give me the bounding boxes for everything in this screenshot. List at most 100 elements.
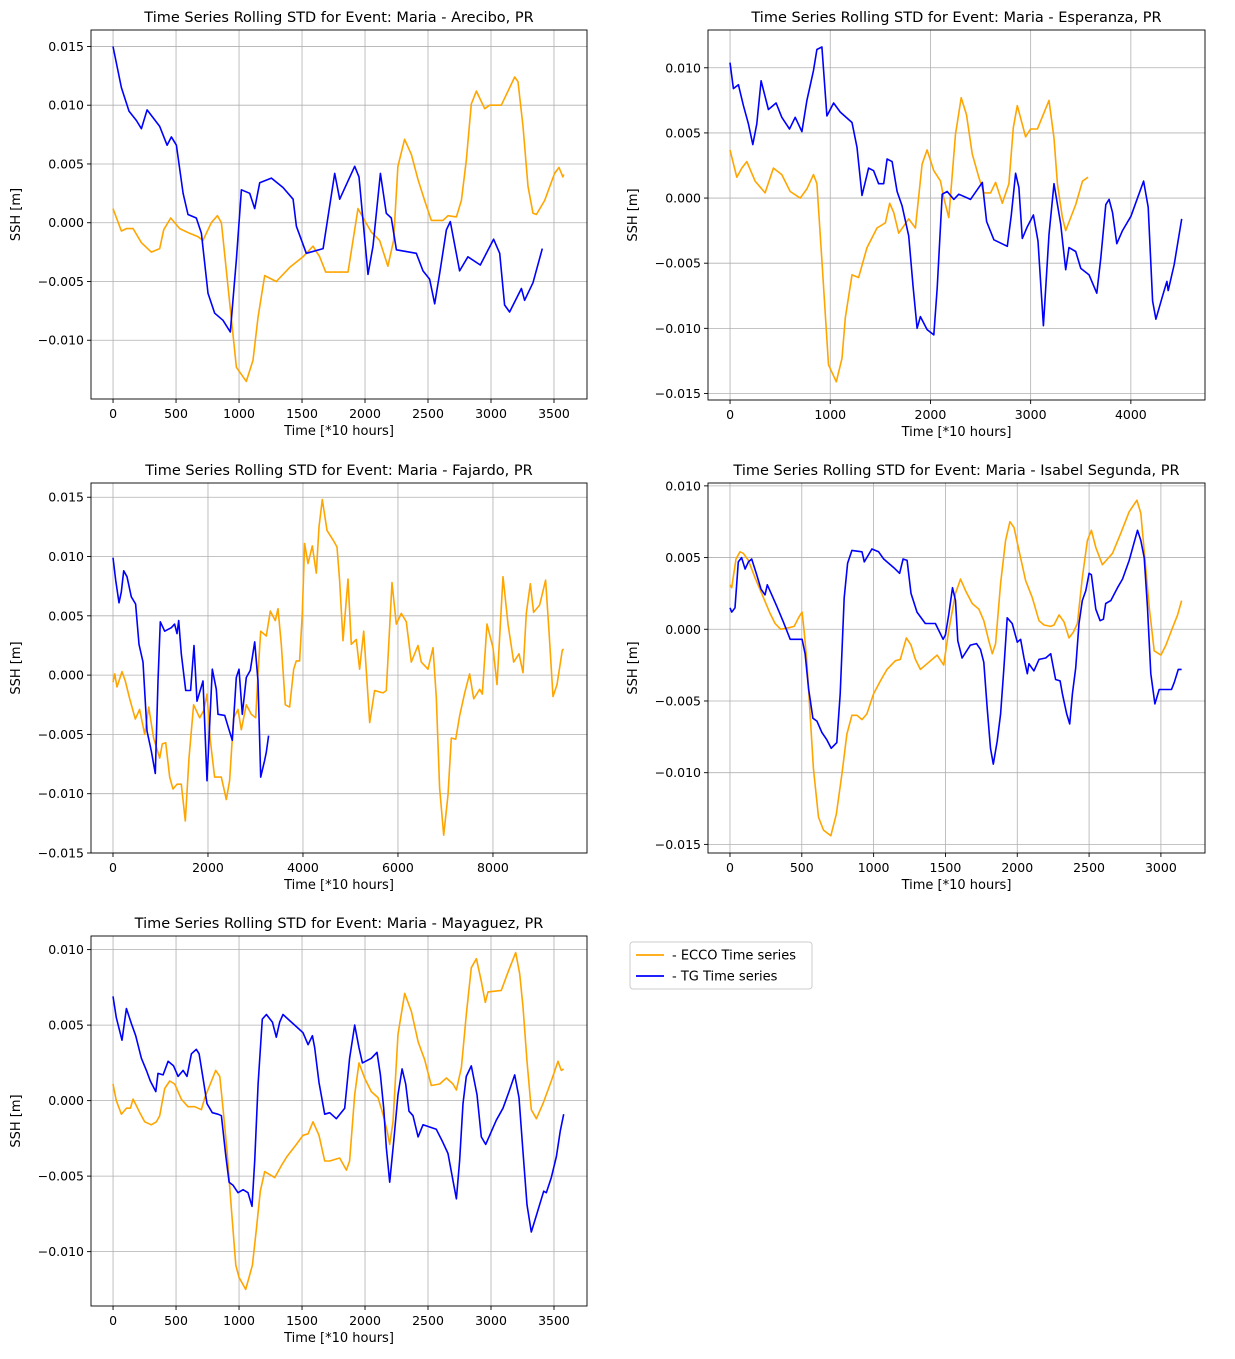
x-tick-label: 2000 bbox=[192, 860, 224, 875]
x-tick-label: 0 bbox=[109, 406, 117, 421]
y-tick-label: −0.015 bbox=[38, 846, 84, 861]
y-tick-label: 0.010 bbox=[48, 942, 84, 957]
tg-series-line bbox=[729, 529, 1182, 765]
x-tick-label: 1000 bbox=[814, 407, 846, 422]
y-tick-label: −0.010 bbox=[655, 321, 701, 336]
x-tick-label: 1500 bbox=[286, 406, 318, 421]
x-tick-label: 3500 bbox=[538, 406, 570, 421]
y-tick-label: −0.015 bbox=[655, 386, 701, 401]
ecco-series-line bbox=[729, 96, 1089, 383]
y-tick-label: 0.005 bbox=[48, 156, 84, 171]
x-tick-label: 0 bbox=[726, 407, 734, 422]
x-tick-label: 500 bbox=[164, 1313, 188, 1328]
x-tick-label: 2500 bbox=[412, 1313, 444, 1328]
x-tick-label: 3000 bbox=[1015, 407, 1047, 422]
subplot: 0 1000 2000 3000 4000 −0.015 −0.010 −0.005 0.000… bbox=[626, 10, 1206, 440]
y-tick-label: 0.000 bbox=[48, 215, 84, 230]
y-tick-label: 0.000 bbox=[665, 622, 701, 637]
x-tick-label: 6000 bbox=[382, 860, 414, 875]
x-tick-label: 3000 bbox=[475, 406, 507, 421]
y-tick-label: 0.005 bbox=[665, 550, 701, 565]
x-axis-label: Time [*10 hours] bbox=[901, 425, 1012, 440]
x-tick-label: 0 bbox=[109, 1313, 117, 1328]
y-tick-label: 0.005 bbox=[48, 608, 84, 623]
x-tick-label: 500 bbox=[790, 860, 814, 875]
x-axis-label: Time [*10 hours] bbox=[283, 1331, 394, 1346]
y-tick-label: 0.010 bbox=[48, 98, 84, 113]
x-tick-label: 2000 bbox=[349, 1313, 381, 1328]
x-tick-label: 2500 bbox=[1073, 860, 1105, 875]
axes-frame bbox=[90, 29, 588, 400]
subplot: 0 500 1000 1500 2000 2500 3000 −0.015 −0.010 −0.0… bbox=[626, 463, 1206, 893]
y-axis-label: SSH [m] bbox=[9, 1094, 24, 1147]
subplot: 0 500 1000 1500 2000 2500 3000 3500 −0.010 −0.005… bbox=[9, 916, 588, 1346]
y-tick-label: −0.005 bbox=[38, 1169, 84, 1184]
x-tick-label: 500 bbox=[164, 406, 188, 421]
y-tick-label: 0.005 bbox=[48, 1018, 84, 1033]
ecco-series-line bbox=[729, 499, 1183, 837]
y-tick-label: −0.005 bbox=[655, 693, 701, 708]
x-tick-label: 4000 bbox=[287, 860, 319, 875]
legend: - ECCO Time series - TG Time series bbox=[629, 941, 813, 990]
tg-series-line bbox=[112, 557, 270, 782]
ecco-series-line bbox=[112, 951, 565, 1291]
tg-series-line bbox=[112, 996, 565, 1233]
x-tick-label: 1000 bbox=[223, 1313, 255, 1328]
x-tick-label: 3000 bbox=[475, 1313, 507, 1328]
x-tick-label: 0 bbox=[109, 860, 117, 875]
x-axis-label: Time [*10 hours] bbox=[283, 424, 394, 439]
x-tick-label: 8000 bbox=[477, 860, 509, 875]
y-axis-label: SSH [m] bbox=[9, 641, 24, 694]
tg-series-line bbox=[112, 46, 544, 333]
y-axis-label: SSH [m] bbox=[626, 188, 641, 241]
subplot-title: Time Series Rolling STD for Event: Maria… bbox=[144, 463, 532, 479]
x-tick-label: 1500 bbox=[930, 860, 962, 875]
axes-frame bbox=[90, 482, 588, 854]
x-tick-label: 0 bbox=[726, 860, 734, 875]
y-tick-label: 0.010 bbox=[665, 60, 701, 75]
y-axis-label: SSH [m] bbox=[9, 188, 24, 241]
y-tick-label: −0.010 bbox=[38, 786, 84, 801]
y-tick-label: −0.005 bbox=[38, 274, 84, 289]
subplot-title: Time Series Rolling STD for Event: Maria… bbox=[732, 463, 1179, 479]
y-tick-label: 0.015 bbox=[48, 39, 84, 54]
axes-frame bbox=[707, 482, 1206, 854]
legend-label-tg: - TG Time series bbox=[672, 970, 778, 985]
subplot: 0 2000 4000 6000 8000 −0.015 −0.010 −0.005 0.000… bbox=[9, 463, 588, 893]
y-tick-label: 0.000 bbox=[48, 668, 84, 683]
axes-frame bbox=[90, 935, 588, 1307]
y-tick-label: 0.000 bbox=[665, 191, 701, 206]
ecco-series-line bbox=[112, 76, 565, 383]
x-tick-label: 2500 bbox=[412, 406, 444, 421]
ecco-series-line bbox=[112, 498, 565, 836]
x-tick-label: 1000 bbox=[858, 860, 890, 875]
axes-frame bbox=[707, 29, 1206, 401]
x-tick-label: 2000 bbox=[915, 407, 947, 422]
subplot-title: Time Series Rolling STD for Event: Maria… bbox=[750, 10, 1161, 26]
x-tick-label: 1500 bbox=[286, 1313, 318, 1328]
y-tick-label: 0.000 bbox=[48, 1093, 84, 1108]
subplot-title: Time Series Rolling STD for Event: Maria… bbox=[143, 10, 533, 26]
y-tick-label: 0.015 bbox=[48, 490, 84, 505]
subplot: 0 500 1000 1500 2000 2500 3000 3500 −0.010 −0.005… bbox=[9, 10, 588, 439]
y-tick-label: 0.010 bbox=[48, 549, 84, 564]
y-tick-label: −0.010 bbox=[38, 333, 84, 348]
x-tick-label: 2000 bbox=[1001, 860, 1033, 875]
tg-series-line bbox=[729, 46, 1183, 336]
y-tick-label: −0.005 bbox=[655, 256, 701, 271]
subplot-title: Time Series Rolling STD for Event: Maria… bbox=[134, 916, 544, 932]
x-axis-label: Time [*10 hours] bbox=[901, 878, 1012, 893]
y-tick-label: −0.010 bbox=[38, 1244, 84, 1259]
y-tick-label: −0.005 bbox=[38, 727, 84, 742]
y-tick-label: −0.015 bbox=[655, 837, 701, 852]
x-axis-label: Time [*10 hours] bbox=[283, 878, 394, 893]
x-tick-label: 1000 bbox=[223, 406, 255, 421]
legend-label-ecco: - ECCO Time series bbox=[672, 949, 796, 964]
x-tick-label: 4000 bbox=[1115, 407, 1147, 422]
y-tick-label: −0.010 bbox=[655, 765, 701, 780]
y-axis-label: SSH [m] bbox=[626, 641, 641, 694]
x-tick-label: 3500 bbox=[538, 1313, 570, 1328]
legend-frame bbox=[629, 941, 813, 990]
x-tick-label: 3000 bbox=[1145, 860, 1177, 875]
